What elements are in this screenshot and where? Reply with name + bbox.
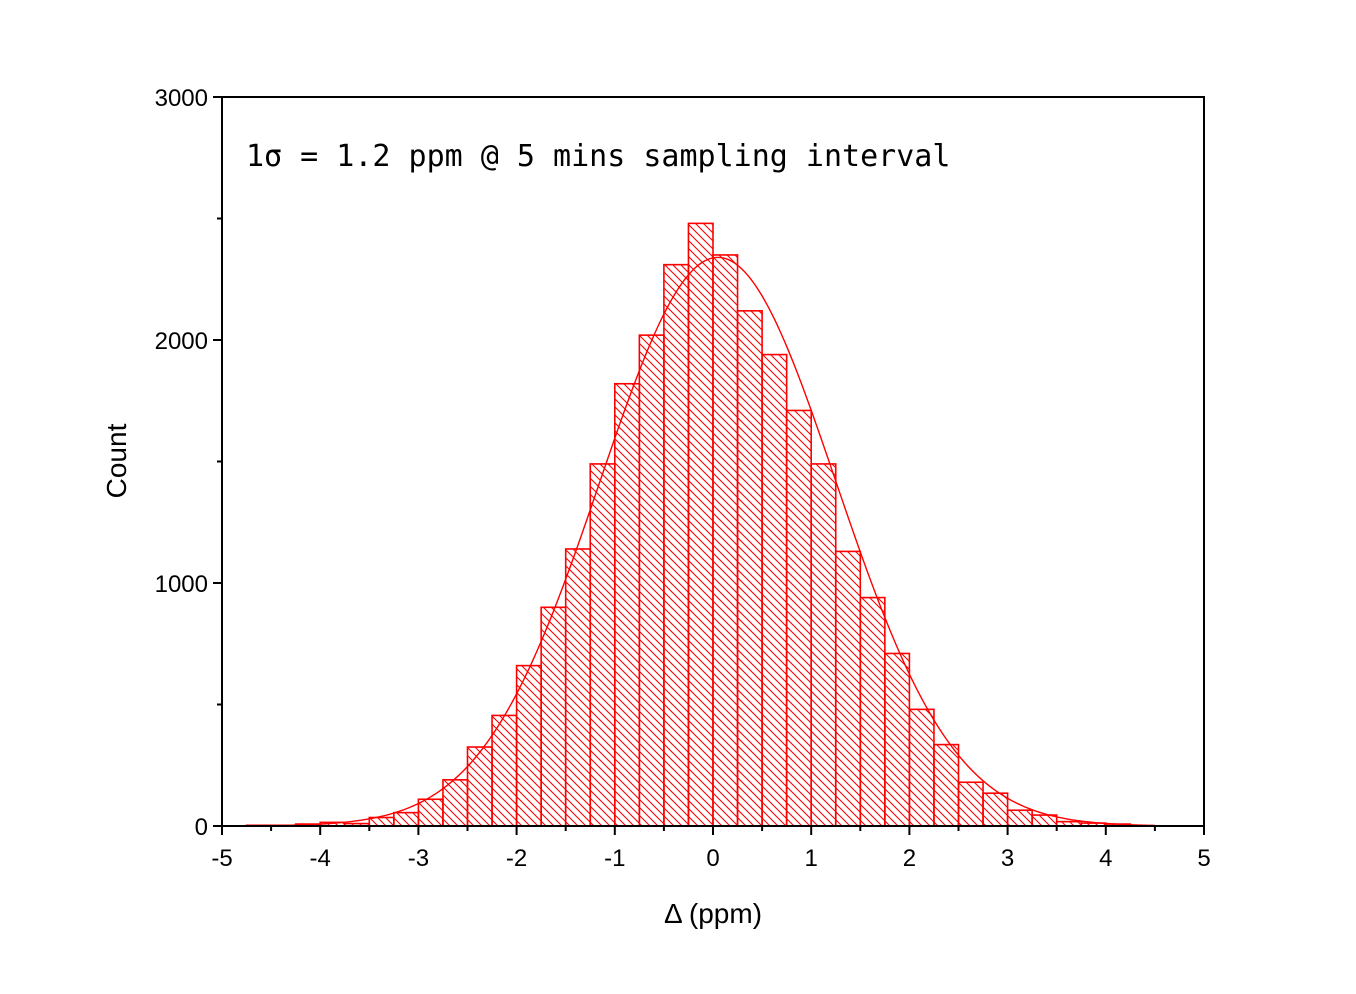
histogram-bar bbox=[785, 409, 813, 827]
x-tick-label: 3 bbox=[1001, 845, 1014, 872]
histogram-bars bbox=[245, 222, 1132, 827]
histogram-bar bbox=[908, 708, 935, 827]
histogram-bar bbox=[982, 792, 1009, 827]
histogram-bar bbox=[712, 254, 739, 827]
x-tick-label: 1 bbox=[805, 845, 818, 872]
x-tick-label: 2 bbox=[903, 845, 916, 872]
y-tick-label: 0 bbox=[195, 814, 208, 841]
histogram-bar bbox=[589, 463, 616, 827]
x-tick-label: 0 bbox=[706, 845, 719, 872]
x-tick-label: -1 bbox=[604, 845, 625, 872]
x-axis: -5 -4 -3 -2 -1 0 1 2 3 4 5 bbox=[211, 826, 1211, 872]
x-tick-label: 5 bbox=[1197, 845, 1210, 872]
histogram-bar bbox=[393, 811, 420, 827]
y-tick-label: 2000 bbox=[155, 328, 208, 355]
histogram-bar bbox=[417, 798, 444, 827]
histogram-bar bbox=[515, 664, 542, 827]
histogram-bar bbox=[687, 222, 714, 827]
histogram-bar bbox=[834, 550, 862, 827]
histogram-bar bbox=[613, 382, 641, 827]
y-tick-label: 3000 bbox=[155, 85, 208, 112]
histogram-bar bbox=[564, 548, 592, 827]
y-tick-label: 1000 bbox=[155, 571, 208, 598]
annotation-text: 1σ = 1.2 ppm @ 5 mins sampling interval bbox=[246, 139, 950, 174]
x-tick-label: -3 bbox=[408, 845, 429, 872]
histogram-bar bbox=[540, 606, 567, 827]
histogram-bar bbox=[663, 263, 690, 827]
y-axis: 0 1000 2000 3000 bbox=[155, 85, 222, 841]
histogram-bar bbox=[761, 353, 788, 827]
histogram-bar bbox=[491, 714, 518, 827]
histogram-bar bbox=[736, 310, 763, 827]
histogram-bar bbox=[466, 746, 493, 827]
histogram-bar bbox=[933, 743, 960, 827]
gaussian-fit-curve bbox=[241, 256, 1155, 827]
histogram-bar bbox=[810, 463, 837, 827]
x-tick-label: -4 bbox=[310, 845, 331, 872]
y-axis-label: Count bbox=[101, 423, 132, 498]
histogram-bar bbox=[859, 596, 886, 827]
x-tick-label: 4 bbox=[1099, 845, 1112, 872]
histogram-bar bbox=[638, 334, 665, 827]
histogram-bar bbox=[884, 652, 911, 827]
x-tick-label: -2 bbox=[506, 845, 527, 872]
histogram-bar bbox=[957, 781, 984, 827]
x-tick-label: -5 bbox=[211, 845, 232, 872]
x-axis-label: Δ (ppm) bbox=[664, 898, 762, 929]
histogram-bar bbox=[442, 779, 469, 827]
histogram-bar bbox=[1006, 809, 1033, 827]
